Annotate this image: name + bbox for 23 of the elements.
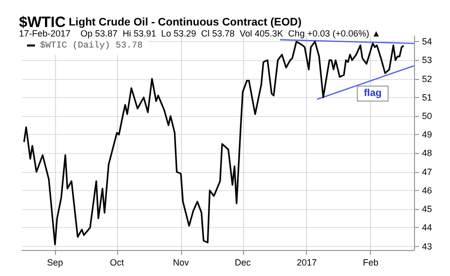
y-tick-label: 48: [422, 148, 432, 158]
y-tick-label: 52: [422, 74, 432, 84]
x-tick-label: Nov: [172, 258, 190, 268]
x-tick-label: Dec: [234, 258, 252, 268]
annotation: flag: [364, 88, 382, 100]
chart-title: $WTIC Light Crude Oil - Continuous Contract (EOD): [19, 14, 302, 31]
x-tick-label: Sep: [47, 258, 64, 268]
x-tick-label: Feb: [362, 258, 378, 268]
chart-subtitle: 17-Feb-2017 Op 53.87 Hi 53.91 Lo 53.29 Cl 53.78 Vol 405.3K Chg +0.03 (+0.06%) ▲: [19, 28, 381, 38]
x-tick-label: 2017: [296, 258, 317, 268]
y-tick-label: 44: [422, 222, 432, 233]
y-tick-label: 53: [422, 55, 432, 66]
y-tick-label: 45: [422, 204, 432, 214]
line-series: [23, 40, 404, 246]
y-tick-label: 47: [422, 166, 432, 177]
y-tick-label: 43: [422, 241, 432, 252]
legend-label: $WTIC (Daily) 53.78: [40, 40, 143, 50]
y-tick-label: 54: [422, 36, 432, 47]
y-tick-label: 49: [422, 130, 432, 140]
y-tick-label: 50: [422, 111, 432, 122]
y-tick-label: 46: [422, 185, 432, 196]
x-tick-label: Oct: [110, 258, 124, 268]
y-tick-label: 51: [422, 92, 432, 102]
